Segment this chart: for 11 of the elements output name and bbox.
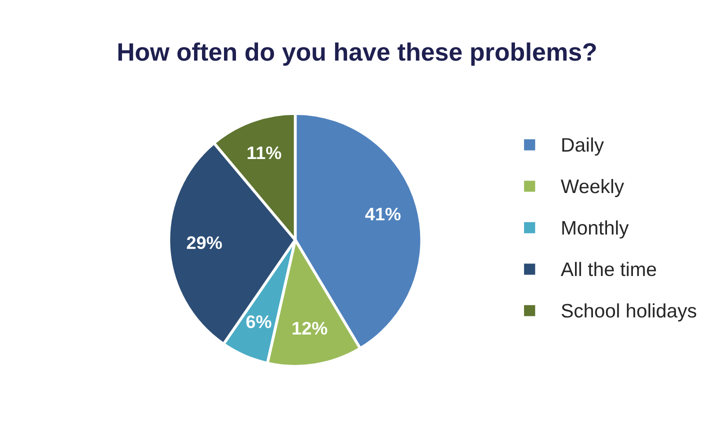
- data-label: 12%: [292, 322, 328, 335]
- data-label: 6%: [246, 315, 272, 328]
- data-label: 29%: [186, 236, 222, 250]
- legend-label: All the time: [560, 262, 656, 276]
- legend-label: Monthly: [562, 220, 629, 239]
- legend-label: Daily: [562, 138, 604, 156]
- legend-label: School holidays: [562, 303, 696, 322]
- data-label: 41%: [365, 208, 401, 220]
- data-label: 11%: [248, 146, 282, 160]
- chart-title: How often do you have these problems?: [118, 42, 596, 66]
- legend-label: Weekly: [560, 178, 624, 198]
